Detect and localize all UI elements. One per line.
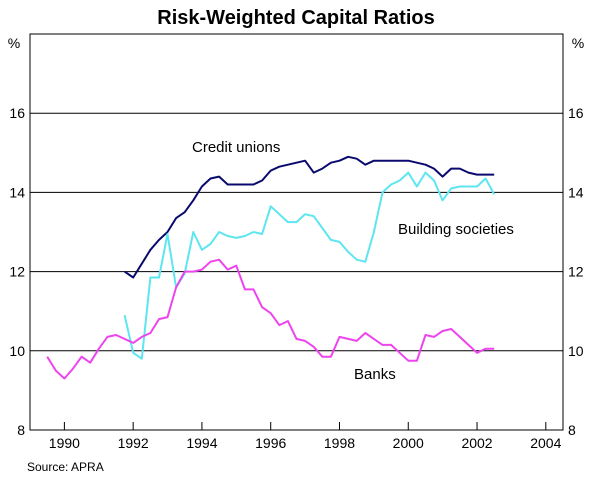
x-tick-label-1990: 1990 bbox=[49, 435, 80, 451]
y-tick-label-right-8: 8 bbox=[568, 422, 576, 438]
annotation-building-societies: Building societies bbox=[398, 221, 514, 238]
y-tick-label-right-12: 12 bbox=[568, 264, 584, 280]
x-tick-label-2004: 2004 bbox=[530, 435, 561, 451]
axis-ticks: 8 8 10 10 12 12 14 14 16 16 1990 1992 1994 1996 1998 20… bbox=[9, 105, 583, 451]
y-tick-label-left-14: 14 bbox=[9, 184, 25, 200]
x-tick-label-2002: 2002 bbox=[461, 435, 492, 451]
y-tick-label-left-8: 8 bbox=[17, 422, 25, 438]
series-line-banks bbox=[46, 258, 495, 380]
annotation-banks: Banks bbox=[354, 366, 396, 383]
series-line-credit-unions bbox=[124, 155, 495, 279]
series-line-building-societies bbox=[123, 171, 496, 360]
chart-title: Risk-Weighted Capital Ratios bbox=[157, 7, 434, 29]
gridlines bbox=[30, 112, 563, 431]
y-tick-label-right-10: 10 bbox=[568, 343, 584, 359]
y-tick-label-right-14: 14 bbox=[568, 184, 584, 200]
x-tick-label-1998: 1998 bbox=[324, 435, 355, 451]
y-tick-label-left-16: 16 bbox=[9, 105, 25, 121]
annotation-credit-unions: Credit unions bbox=[192, 139, 280, 156]
plot-frame bbox=[29, 33, 564, 431]
right-y-unit: % bbox=[572, 35, 584, 51]
source-note: Source: APRA bbox=[27, 460, 104, 474]
left-y-unit: % bbox=[8, 35, 20, 51]
y-tick-label-left-10: 10 bbox=[9, 343, 25, 359]
y-tick-label-right-16: 16 bbox=[568, 105, 584, 121]
series-lines bbox=[46, 155, 496, 380]
x-tick-label-1992: 1992 bbox=[118, 435, 149, 451]
x-tick-label-2000: 2000 bbox=[393, 435, 424, 451]
x-tick-label-1996: 1996 bbox=[255, 435, 286, 451]
y-tick-label-left-12: 12 bbox=[9, 264, 25, 280]
x-tick-label-1994: 1994 bbox=[186, 435, 217, 451]
